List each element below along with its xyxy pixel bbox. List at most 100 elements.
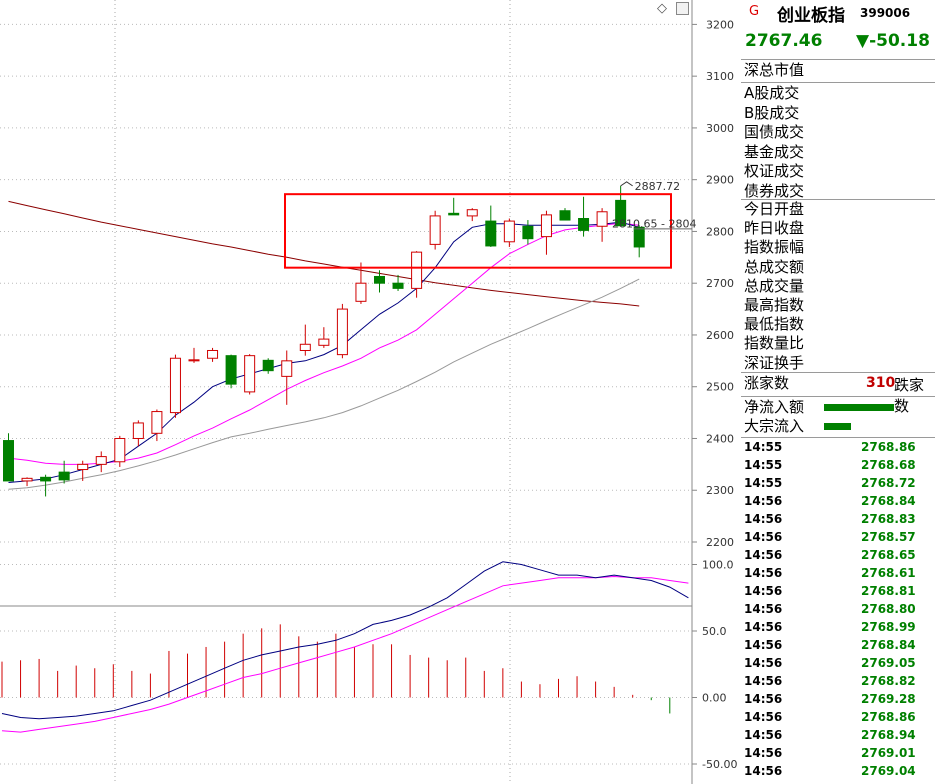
tick-price: 2769.04 — [861, 764, 916, 778]
divider — [741, 82, 935, 83]
flow-label: 大宗流入 — [744, 417, 805, 435]
divider — [741, 199, 935, 200]
rise-count-label: 涨家数 — [744, 374, 790, 392]
turnover-label: 基金成交 — [744, 142, 805, 161]
tick-price: 2768.94 — [861, 728, 916, 742]
ma-short-line — [8, 221, 640, 483]
turnover-label: 国债成交 — [744, 123, 805, 141]
tick-row: 14:55 2768.86 — [741, 438, 935, 456]
tick-row: 14:55 2768.68 — [741, 456, 935, 474]
candle-body — [77, 463, 89, 471]
flow-bar — [824, 404, 894, 411]
candle-body — [392, 282, 404, 289]
tick-row: 14:55 2768.72 — [741, 474, 935, 492]
y-tick-label: 50.0 — [702, 625, 727, 638]
tick-time: 14:56 — [744, 674, 783, 688]
scroll-button[interactable] — [676, 2, 689, 15]
index-stat-label: 总成交量 — [744, 276, 805, 295]
candle-body — [374, 275, 385, 284]
tick-row: 14:56 2768.94 — [741, 726, 935, 744]
index-stat-label: 指数量比 — [744, 334, 805, 353]
tick-time: 14:56 — [744, 566, 783, 580]
tick-time: 14:56 — [744, 530, 783, 544]
index-stat-label: 总成交额 — [744, 257, 805, 276]
current-price: 2767.46 — [745, 31, 823, 51]
candle-body — [318, 338, 330, 346]
ma-long-line — [8, 278, 640, 490]
flow-bar — [824, 423, 851, 430]
candle-body — [114, 437, 126, 463]
tick-row: 14:56 2768.81 — [741, 582, 935, 600]
candle-body — [448, 212, 460, 216]
highlight-box — [284, 193, 672, 269]
candle-body — [151, 411, 163, 434]
tick-row: 14:56 2768.57 — [741, 528, 935, 546]
tick-time: 14:56 — [744, 602, 783, 616]
tick-price: 2768.99 — [861, 620, 916, 634]
tick-price: 2768.86 — [861, 440, 916, 454]
y-tick-label: 2200 — [706, 536, 734, 549]
turnover-label: B股成交 — [744, 103, 800, 122]
ma-mid-line — [8, 222, 640, 465]
price-change: ▼-50.18 — [856, 31, 930, 51]
fall-count-label: 跌家数 — [894, 376, 925, 415]
tick-row: 14:56 2769.28 — [741, 690, 935, 708]
divider — [741, 396, 935, 397]
index-stat-label: 最高指数 — [744, 296, 805, 314]
tick-time: 14:56 — [744, 764, 783, 778]
y-tick-label: 2800 — [706, 225, 734, 238]
y-tick-label: 100.0 — [702, 559, 734, 572]
tick-time: 14:56 — [744, 548, 783, 562]
tick-row: 14:56 2768.82 — [741, 672, 935, 690]
candle-body — [466, 209, 478, 217]
y-tick-label: 2300 — [706, 484, 734, 497]
tick-time: 14:55 — [744, 458, 783, 472]
candle-body — [40, 476, 52, 482]
candle-body — [281, 360, 293, 377]
index-stat-label: 指数振幅 — [744, 238, 805, 257]
tick-time: 14:56 — [744, 656, 783, 670]
y-tick-label: 2400 — [706, 432, 734, 445]
candle-body — [21, 477, 33, 482]
tick-row: 14:56 2768.80 — [741, 600, 935, 618]
divider — [741, 372, 935, 373]
tick-row: 14:56 2768.83 — [741, 510, 935, 528]
candle-body — [299, 343, 311, 351]
current-price-label: 2810.65 - 2804 — [612, 218, 696, 231]
index-code: 399006 — [860, 6, 911, 20]
candle-body — [188, 359, 200, 362]
ma-very-long-line — [8, 200, 640, 307]
y-tick-label: 2900 — [706, 174, 734, 187]
candle-body — [578, 218, 590, 231]
tick-price: 2768.68 — [861, 458, 916, 472]
indicator-line-b — [1, 575, 689, 733]
tick-price: 2768.81 — [861, 584, 916, 598]
tick-row: 14:56 2768.86 — [741, 708, 935, 726]
diamond-icon[interactable]: ◇ — [657, 1, 667, 16]
tick-time: 14:55 — [744, 476, 783, 490]
index-stat-label: 最低指数 — [744, 315, 805, 334]
tick-row: 14:56 2768.65 — [741, 546, 935, 564]
divider — [741, 59, 935, 60]
candle-body — [132, 422, 144, 439]
candle-body — [3, 440, 14, 482]
y-tick-label: 3000 — [706, 122, 734, 135]
tick-time: 14:56 — [744, 710, 783, 724]
index-stat-label: 今日开盘 — [744, 200, 805, 218]
high-price-label: 2887.72 — [635, 180, 681, 193]
turnover-label: A股成交 — [744, 84, 800, 102]
high-marker — [620, 181, 633, 187]
tick-row: 14:56 2769.01 — [741, 744, 935, 762]
candle-body — [262, 359, 274, 372]
tick-price: 2769.05 — [861, 656, 916, 670]
tick-price: 2769.01 — [861, 746, 916, 760]
candle-body — [522, 225, 534, 240]
y-tick-label: 3100 — [706, 70, 734, 83]
tick-time: 14:56 — [744, 692, 783, 706]
tick-time: 14:56 — [744, 728, 783, 742]
candle-body — [615, 199, 627, 227]
tick-price: 2768.86 — [861, 710, 916, 724]
tick-time: 14:55 — [744, 440, 783, 454]
candlestick-chart[interactable]: 2200 2300 2400 2500 2600 2700 2800 2900 3000 3100… — [0, 0, 741, 784]
tick-time: 14:56 — [744, 584, 783, 598]
